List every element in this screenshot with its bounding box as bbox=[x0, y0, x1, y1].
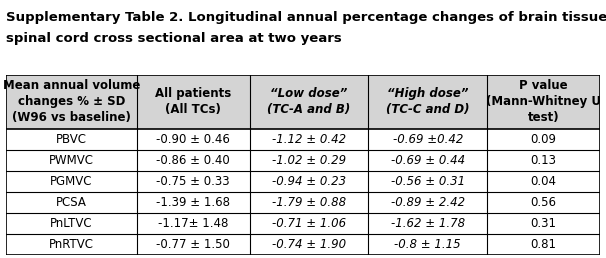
Text: Supplementary Table 2. Longitudinal annual percentage changes of brain tissue vo: Supplementary Table 2. Longitudinal annu… bbox=[6, 11, 606, 45]
Text: -0.75 ± 0.33: -0.75 ± 0.33 bbox=[156, 175, 230, 188]
Text: -0.8 ± 1.15: -0.8 ± 1.15 bbox=[395, 238, 461, 251]
Text: -0.74 ± 1.90: -0.74 ± 1.90 bbox=[272, 238, 346, 251]
Text: -1.62 ± 1.78: -1.62 ± 1.78 bbox=[391, 217, 465, 230]
Text: 0.31: 0.31 bbox=[530, 217, 556, 230]
Text: P value
(Mann-Whitney U
test): P value (Mann-Whitney U test) bbox=[486, 79, 601, 124]
Text: All patients
(All TCs): All patients (All TCs) bbox=[155, 87, 231, 116]
Text: -0.90 ± 0.46: -0.90 ± 0.46 bbox=[156, 133, 230, 146]
Text: “High dose”
(TC-C and D): “High dose” (TC-C and D) bbox=[386, 87, 470, 116]
Text: -0.69 ±0.42: -0.69 ±0.42 bbox=[393, 133, 463, 146]
Text: -1.17± 1.48: -1.17± 1.48 bbox=[158, 217, 228, 230]
Text: -0.69 ± 0.44: -0.69 ± 0.44 bbox=[391, 154, 465, 167]
Text: -1.39 ± 1.68: -1.39 ± 1.68 bbox=[156, 196, 230, 209]
Text: -1.02 ± 0.29: -1.02 ± 0.29 bbox=[272, 154, 346, 167]
Text: -0.89 ± 2.42: -0.89 ± 2.42 bbox=[391, 196, 465, 209]
Text: -1.12 ± 0.42: -1.12 ± 0.42 bbox=[272, 133, 346, 146]
Text: PnRTVC: PnRTVC bbox=[49, 238, 94, 251]
Text: 0.56: 0.56 bbox=[530, 196, 556, 209]
Text: -0.86 ± 0.40: -0.86 ± 0.40 bbox=[156, 154, 230, 167]
Text: 0.81: 0.81 bbox=[530, 238, 556, 251]
Text: -0.77 ± 1.50: -0.77 ± 1.50 bbox=[156, 238, 230, 251]
Text: PBVC: PBVC bbox=[56, 133, 87, 146]
Text: 0.09: 0.09 bbox=[530, 133, 556, 146]
Text: “Low dose”
(TC-A and B): “Low dose” (TC-A and B) bbox=[267, 87, 350, 116]
Text: -0.71 ± 1.06: -0.71 ± 1.06 bbox=[272, 217, 346, 230]
Text: PGMVC: PGMVC bbox=[50, 175, 93, 188]
Text: Mean annual volume
changes % ± SD
(W96 vs baseline): Mean annual volume changes % ± SD (W96 v… bbox=[2, 79, 140, 124]
Text: -1.79 ± 0.88: -1.79 ± 0.88 bbox=[272, 196, 346, 209]
Text: 0.04: 0.04 bbox=[530, 175, 556, 188]
Bar bbox=[6, 75, 600, 129]
Text: 0.13: 0.13 bbox=[530, 154, 556, 167]
Text: -0.94 ± 0.23: -0.94 ± 0.23 bbox=[272, 175, 346, 188]
Text: PnLTVC: PnLTVC bbox=[50, 217, 93, 230]
Text: -0.56 ± 0.31: -0.56 ± 0.31 bbox=[391, 175, 465, 188]
Text: PCSA: PCSA bbox=[56, 196, 87, 209]
Text: PWMVC: PWMVC bbox=[49, 154, 94, 167]
